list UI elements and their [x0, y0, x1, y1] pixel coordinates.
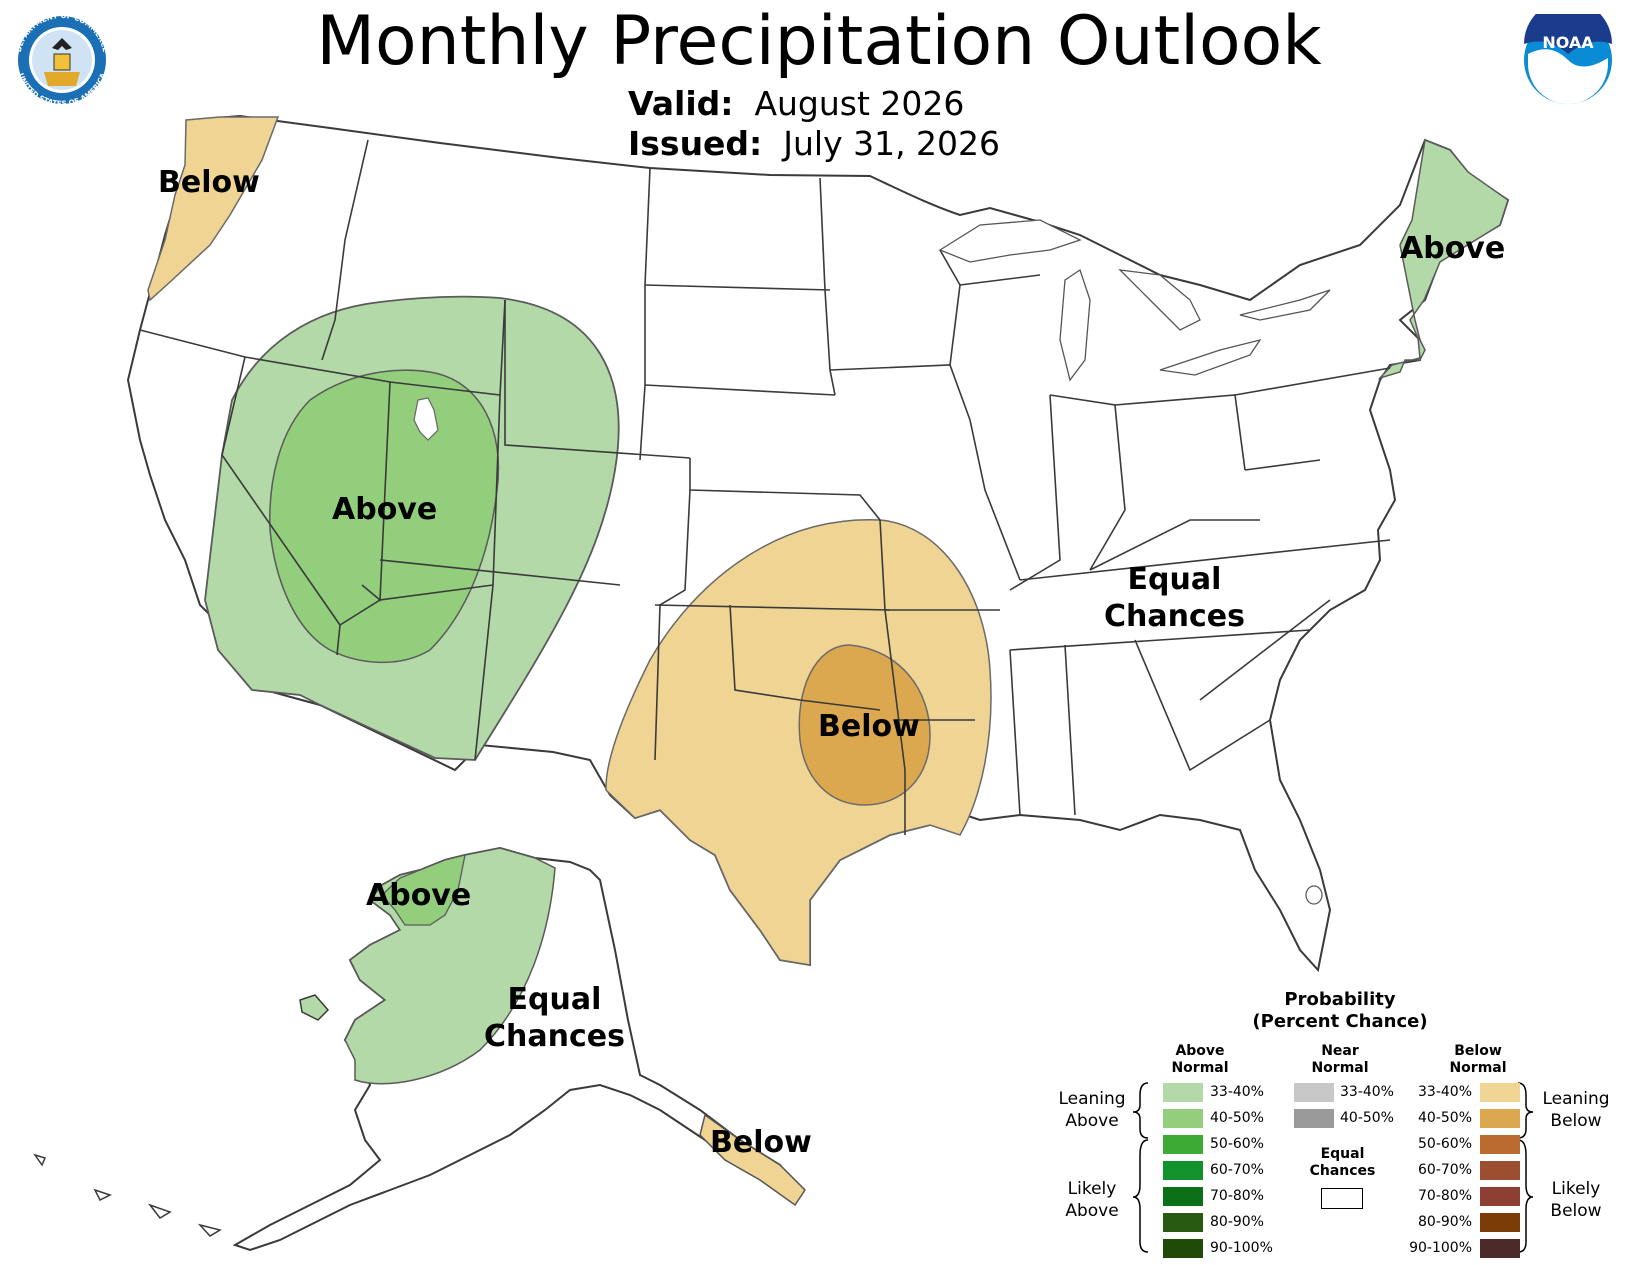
south-central-below-40-50-area — [798, 644, 931, 806]
legend-swatch-below-6 — [1480, 1239, 1520, 1258]
legend-swatch-near-1 — [1294, 1109, 1334, 1128]
legend-leaning-above-line2: Above — [1065, 1111, 1119, 1131]
label-great-basin-above: Above — [332, 492, 438, 527]
label-southern-plains-below: Below — [818, 709, 920, 744]
issued-value: July 31, 2026 — [783, 124, 1001, 163]
legend-equal-chances-head: Equal Chances — [1305, 1146, 1380, 1180]
legend-equal-chances-swatch — [1321, 1188, 1363, 1209]
legend-below-head: Below Normal — [1443, 1043, 1513, 1077]
legend-equal-line1: Equal — [1320, 1146, 1365, 1162]
legend-label-below-1: 40-50% — [1418, 1110, 1472, 1126]
legend-likely-below-line2: Below — [1550, 1201, 1602, 1221]
legend-title: Probability (Percent Chance) — [1240, 989, 1440, 1033]
noaa-logo-text: NOAA — [1542, 33, 1594, 52]
noaa-logo: NOAA — [1524, 14, 1612, 104]
label-east-equal-chances: Equal Chances — [1104, 561, 1245, 635]
legend-swatch-below-3 — [1480, 1161, 1520, 1180]
legend-title-line2: (Percent Chance) — [1252, 1011, 1428, 1032]
legend-swatch-below-0 — [1480, 1083, 1520, 1102]
legend-above-head-line2: Normal — [1171, 1060, 1229, 1076]
issued-label: Issued: — [628, 124, 763, 163]
label-alaska-se-below: Below — [710, 1125, 812, 1160]
label-alaska-nw-above: Above — [366, 878, 472, 913]
state-boundaries — [139, 139, 1391, 835]
alaska-islands — [33, 994, 330, 1237]
legend-swatch-near-0 — [1294, 1083, 1334, 1102]
legend-title-line1: Probability — [1284, 989, 1396, 1010]
legend-leaning-below-line2: Below — [1550, 1111, 1602, 1131]
legend-swatch-above-6 — [1163, 1239, 1203, 1258]
legend-likely-below: Likely Below — [1536, 1178, 1616, 1222]
label-alaska-equal-line1: Equal — [507, 982, 602, 1017]
legend-label-above-2: 50-60% — [1210, 1136, 1264, 1152]
legend-likely-below-line1: Likely — [1551, 1179, 1601, 1199]
map-title: Monthly Precipitation Outlook — [316, 2, 1322, 81]
legend-leaning-above: Leaning Above — [1052, 1088, 1132, 1132]
south-central-below-33-40-area — [605, 519, 992, 966]
legend-swatch-above-0 — [1163, 1083, 1203, 1102]
legend-near-head-line1: Near — [1321, 1043, 1359, 1059]
legend-swatch-below-4 — [1480, 1187, 1520, 1206]
label-east-equal-line1: Equal — [1127, 562, 1222, 597]
legend-swatch-below-5 — [1480, 1213, 1520, 1232]
legend-below-head-line1: Below — [1454, 1043, 1502, 1059]
great-salt-lake — [413, 397, 439, 441]
legend-label-below-6: 90-100% — [1409, 1240, 1472, 1256]
alaska-above-40-50-area — [381, 854, 466, 926]
label-alaska-equal-chances: Equal Chances — [484, 981, 625, 1055]
legend-label-above-4: 70-80% — [1210, 1188, 1264, 1204]
legend-equal-line2: Chances — [1309, 1163, 1376, 1179]
legend-likely-above: Likely Above — [1052, 1178, 1132, 1222]
valid-label: Valid: — [628, 84, 734, 123]
legend-braces — [1132, 1082, 1534, 1253]
legend-swatch-above-2 — [1163, 1135, 1203, 1154]
legend-near-head-line2: Normal — [1311, 1060, 1369, 1076]
legend-leaning-below-line1: Leaning — [1542, 1089, 1610, 1109]
legend-label-near-0: 33-40% — [1340, 1084, 1394, 1100]
lake-okeechobee — [1305, 885, 1323, 905]
legend-likely-above-line1: Likely — [1067, 1179, 1117, 1199]
alaska-se-below-area — [699, 1113, 806, 1207]
legend-likely-above-line2: Above — [1065, 1201, 1119, 1221]
legend-label-above-3: 60-70% — [1210, 1162, 1264, 1178]
label-new-england-above: Above — [1400, 231, 1506, 266]
legend-label-below-2: 50-60% — [1418, 1136, 1472, 1152]
legend-below-head-line2: Normal — [1449, 1060, 1507, 1076]
commerce-seal-logo: DEPARTMENT OF COMMERCE UNITED STATES OF … — [14, 14, 110, 106]
legend-label-above-5: 80-90% — [1210, 1214, 1264, 1230]
legend-swatch-above-5 — [1163, 1213, 1203, 1232]
pacific-nw-below-area — [147, 116, 280, 302]
legend-label-below-3: 60-70% — [1418, 1162, 1472, 1178]
legend-label-near-1: 40-50% — [1340, 1110, 1394, 1126]
legend-leaning-above-line1: Leaning — [1058, 1089, 1126, 1109]
legend-swatch-above-4 — [1163, 1187, 1203, 1206]
valid-line: Valid: August 2026 — [628, 84, 964, 123]
legend-label-below-4: 70-80% — [1418, 1188, 1472, 1204]
great-lakes — [938, 219, 1331, 382]
label-alaska-equal-line2: Chances — [484, 1019, 625, 1054]
legend-swatch-below-1 — [1480, 1109, 1520, 1128]
legend-label-above-6: 90-100% — [1210, 1240, 1273, 1256]
legend-above-head: Above Normal — [1165, 1043, 1235, 1077]
issued-line: Issued: July 31, 2026 — [628, 124, 1000, 163]
legend-swatch-above-1 — [1163, 1109, 1203, 1128]
new-england-above-area — [1377, 138, 1509, 380]
legend-leaning-below: Leaning Below — [1536, 1088, 1616, 1132]
legend-swatch-below-2 — [1480, 1135, 1520, 1154]
label-east-equal-line2: Chances — [1104, 599, 1245, 634]
label-pacific-nw-below: Below — [158, 165, 260, 200]
legend-label-above-1: 40-50% — [1210, 1110, 1264, 1126]
legend-above-head-line1: Above — [1175, 1043, 1225, 1059]
legend-label-above-0: 33-40% — [1210, 1084, 1264, 1100]
valid-value: August 2026 — [754, 84, 965, 123]
legend-swatch-above-3 — [1163, 1161, 1203, 1180]
legend-label-below-5: 80-90% — [1418, 1214, 1472, 1230]
legend-label-below-0: 33-40% — [1418, 1084, 1472, 1100]
legend-near-head: Near Normal — [1305, 1043, 1375, 1077]
